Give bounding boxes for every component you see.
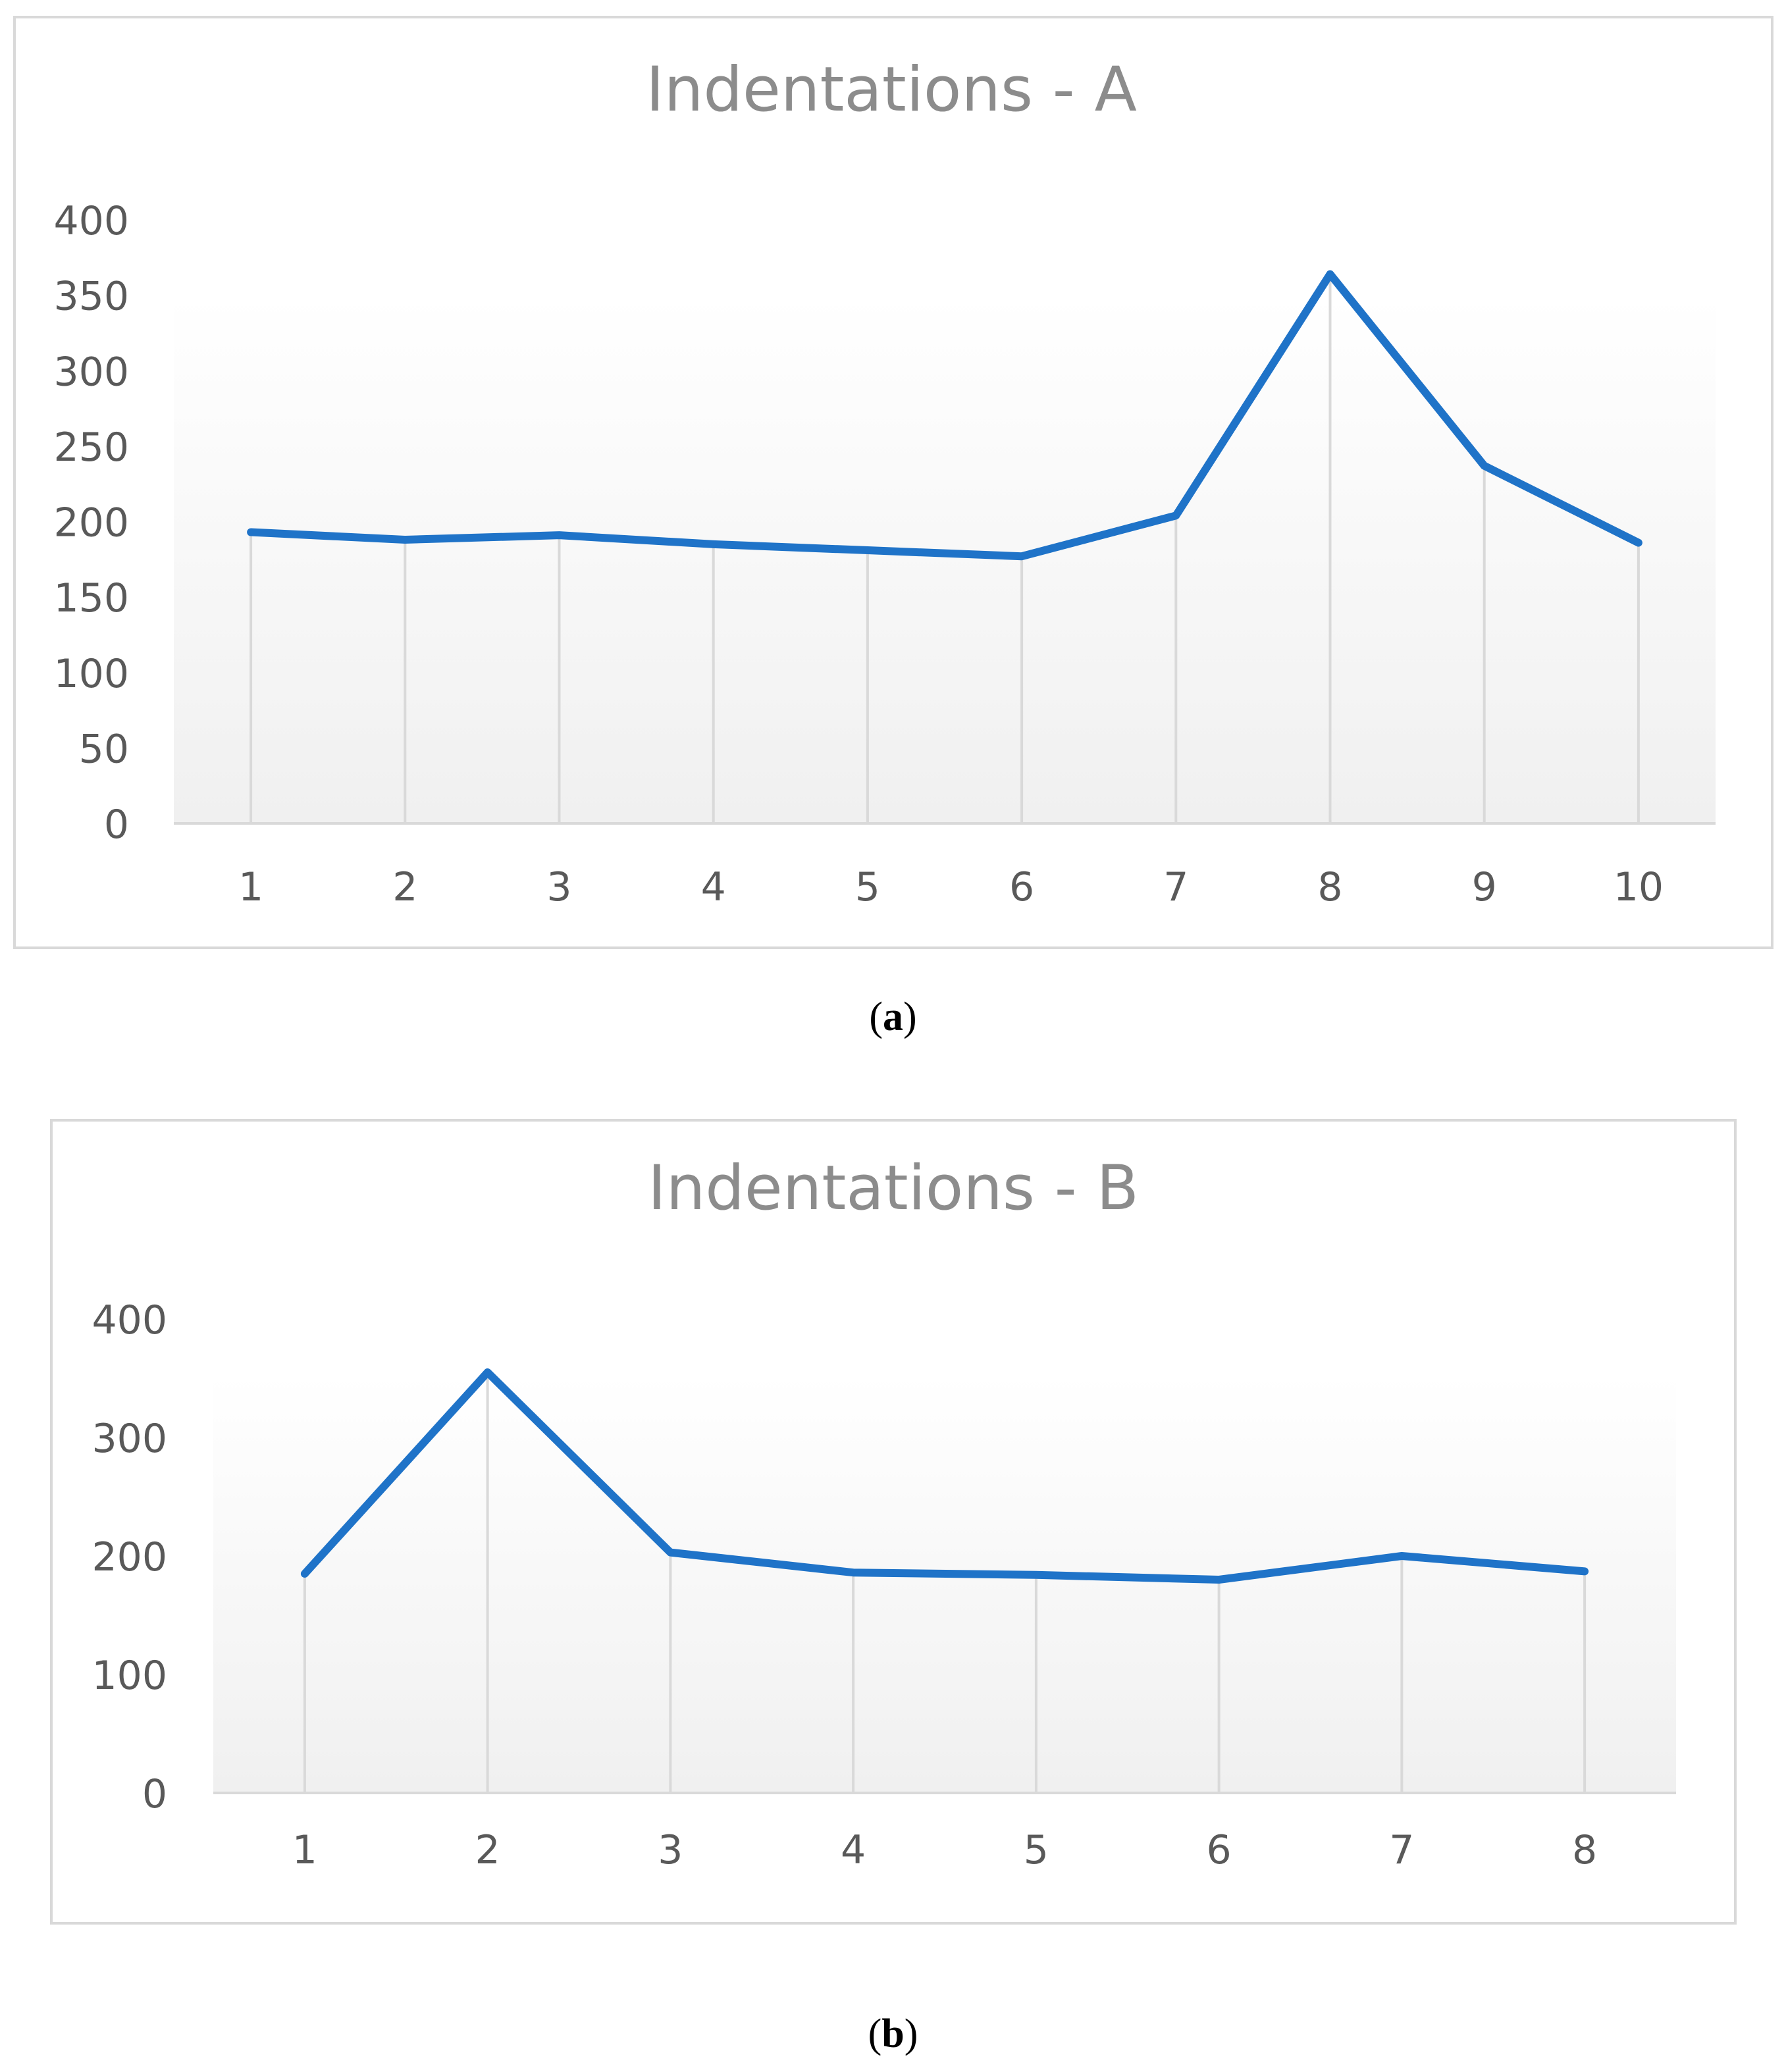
chart-a-title: Indentations - A	[646, 54, 1137, 126]
chart-b-x-tick-label: 5	[1024, 1827, 1049, 1873]
chart-b-data-point	[1398, 1553, 1405, 1559]
chart-a-plot-area	[174, 295, 1716, 823]
chart-b-data-point	[850, 1569, 857, 1576]
caption-a-open: (	[869, 995, 883, 1039]
chart-a-series-line	[247, 270, 1642, 561]
chart-b-y-tick-label: 400	[92, 1297, 167, 1343]
chart-b-data-point	[1581, 1568, 1589, 1575]
chart-a-y-tick-label: 150	[53, 575, 129, 621]
chart-a-data-point	[402, 536, 409, 544]
chart-a-x-tick-label: 7	[1163, 864, 1188, 910]
chart-a-x-tick-label: 9	[1472, 864, 1497, 910]
chart-b-y-tick-label: 300	[92, 1416, 167, 1462]
chart-b-x-tick-label: 2	[475, 1827, 500, 1873]
chart-a-x-tick-label: 6	[1009, 864, 1034, 910]
chart-b-data-point	[1215, 1576, 1222, 1583]
chart-b-x-tick-label: 7	[1389, 1827, 1414, 1873]
chart-a-y-tick-label: 350	[53, 274, 129, 320]
chart-b-title: Indentations - B	[648, 1153, 1139, 1224]
caption-a-close: )	[903, 995, 917, 1039]
caption-b-label: b	[881, 2011, 905, 2056]
chart-b-x-tick-label: 4	[841, 1827, 866, 1873]
chart-a-y-tick-label: 300	[53, 349, 129, 395]
chart-b: Indentations - B 0 100 200 300 400 1 2 3 4 5 6 7 8	[92, 1153, 1676, 1873]
chart-b-data-point	[1032, 1571, 1039, 1578]
chart-a-data-point	[864, 547, 871, 554]
caption-a-label: a	[883, 995, 903, 1039]
chart-a-y-tick-label: 100	[53, 651, 129, 697]
chart-a-y-tick-label: 200	[53, 500, 129, 546]
chart-a-x-tick-label: 4	[701, 864, 726, 910]
chart-b-y-tick-label: 100	[92, 1653, 167, 1699]
chart-b-data-point	[484, 1369, 491, 1376]
chart-a-data-point	[1481, 462, 1488, 469]
caption-b: (b)	[0, 2011, 1786, 2058]
chart-b-x-tick-label: 8	[1572, 1827, 1597, 1873]
chart-a-x-tick-label: 5	[855, 864, 880, 910]
chart-a-y-tick-label: 400	[53, 198, 129, 244]
chart-a: Indentations - A 0 50 100 150 200 250 300 350 40…	[53, 54, 1716, 910]
chart-b-series-line	[300, 1368, 1589, 1584]
chart-a-y-tick-label: 250	[53, 425, 129, 471]
chart-a-x-tick-label: 8	[1317, 864, 1342, 910]
chart-b-x-tick-label: 6	[1207, 1827, 1232, 1873]
chart-b-x-tick-label: 1	[292, 1827, 317, 1873]
caption-b-close: )	[904, 2011, 918, 2056]
chart-a-frame: Indentations - A 0 50 100 150 200 250 300 350 40…	[13, 16, 1773, 949]
caption-a: (a)	[0, 994, 1786, 1041]
chart-a-x-tick-label: 10	[1614, 864, 1664, 910]
chart-b-data-point	[667, 1549, 674, 1556]
chart-b-x-tick-label: 3	[658, 1827, 683, 1873]
chart-a-data-point	[710, 540, 717, 548]
caption-b-open: (	[868, 2011, 882, 2056]
chart-a-data-point	[248, 529, 255, 536]
chart-a-y-tick-label: 0	[104, 802, 129, 848]
chart-b-y-tick-label: 0	[142, 1771, 167, 1817]
chart-a-data-point	[1018, 553, 1026, 560]
chart-a-x-tick-label: 2	[392, 864, 417, 910]
chart-a-x-tick-label: 3	[546, 864, 571, 910]
chart-b-data-point	[301, 1570, 308, 1577]
chart-a-data-point	[1326, 271, 1334, 278]
chart-a-data-point	[556, 532, 563, 539]
chart-a-y-tick-label: 50	[79, 726, 129, 772]
chart-b-plot-area	[213, 1374, 1676, 1793]
chart-b-frame: Indentations - B 0 100 200 300 400 1 2 3 4 5 6 7 8	[50, 1119, 1737, 1925]
chart-a-x-tick-label: 1	[238, 864, 263, 910]
chart-a-data-point	[1635, 539, 1642, 546]
chart-a-data-point	[1172, 512, 1180, 519]
chart-b-y-tick-label: 200	[92, 1534, 167, 1580]
